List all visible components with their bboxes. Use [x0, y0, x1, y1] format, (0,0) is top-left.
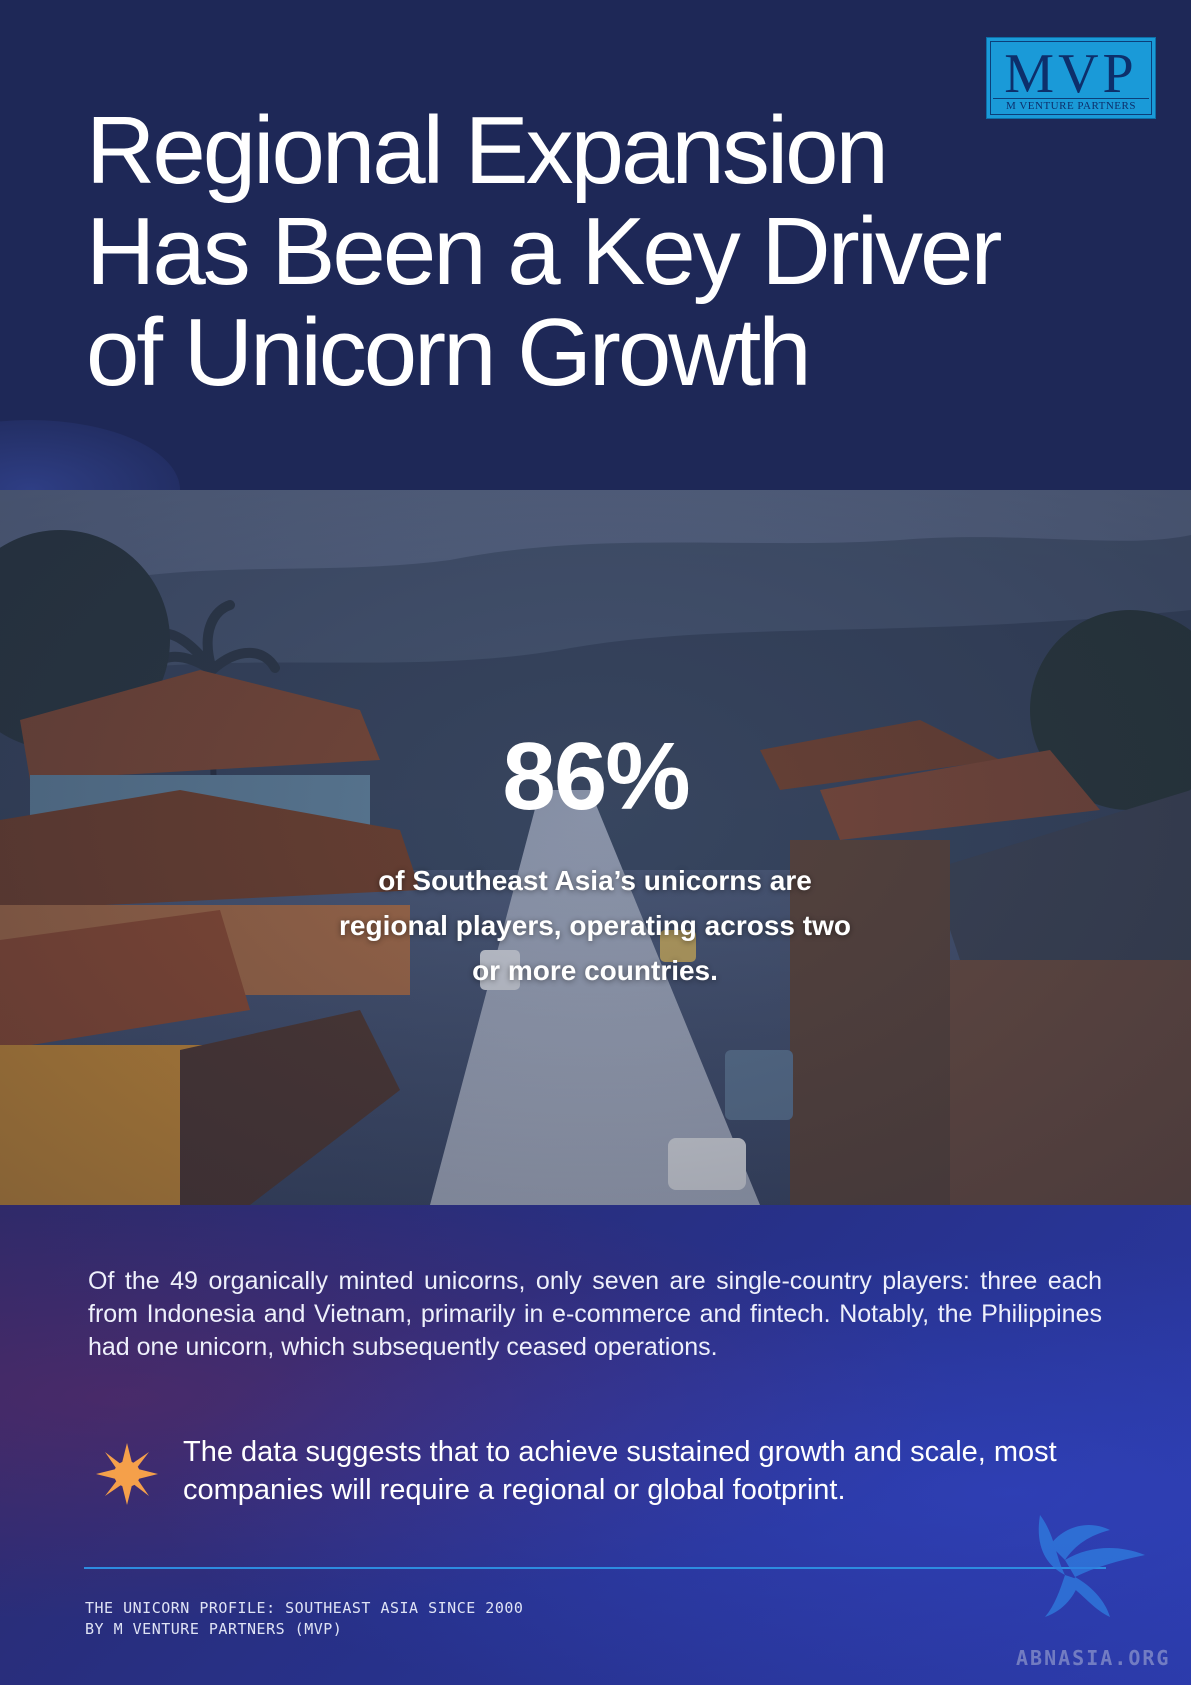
- watermark-text: ABNASIA.ORG: [1016, 1646, 1171, 1670]
- title-line-1: Regional Expansion: [86, 97, 889, 204]
- footer-divider: [84, 1567, 1106, 1569]
- logo-wordmark: MVP: [1004, 43, 1138, 105]
- body-paragraph: Of the 49 organically minted unicorns, o…: [88, 1267, 1102, 1361]
- title-line-2: Has Been a Key Driver: [86, 198, 1002, 305]
- logo-subtitle: M VENTURE PARTNERS: [993, 98, 1149, 112]
- header-glow: [0, 420, 180, 490]
- stat-caption: of Southeast Asia’s unicorns are regiona…: [339, 865, 851, 986]
- footer-source: THE UNICORN PROFILE: SOUTHEAST ASIA SINC…: [85, 1598, 523, 1640]
- page-title: Regional Expansion Has Been a Key Driver…: [86, 100, 1086, 403]
- photo-illustration: [0, 490, 1191, 1205]
- title-line-3: of Unicorn Growth: [86, 299, 812, 406]
- lower-section: [0, 1205, 1191, 1685]
- starburst-icon: [96, 1443, 158, 1505]
- callout-text: The data suggests that to achieve sustai…: [183, 1436, 1057, 1506]
- photo-shade: [0, 490, 1191, 1205]
- footer-line-2: BY M VENTURE PARTNERS (MVP): [85, 1620, 343, 1638]
- mvp-logo[interactable]: MVP M VENTURE PARTNERS: [986, 37, 1156, 119]
- village-street-photo: [0, 490, 1191, 1205]
- footer-line-1: THE UNICORN PROFILE: SOUTHEAST ASIA SINC…: [85, 1599, 524, 1617]
- logo-frame: MVP M VENTURE PARTNERS: [990, 41, 1152, 115]
- stat-percentage: 86%: [502, 723, 690, 830]
- bird-logo-icon: [1038, 1515, 1145, 1617]
